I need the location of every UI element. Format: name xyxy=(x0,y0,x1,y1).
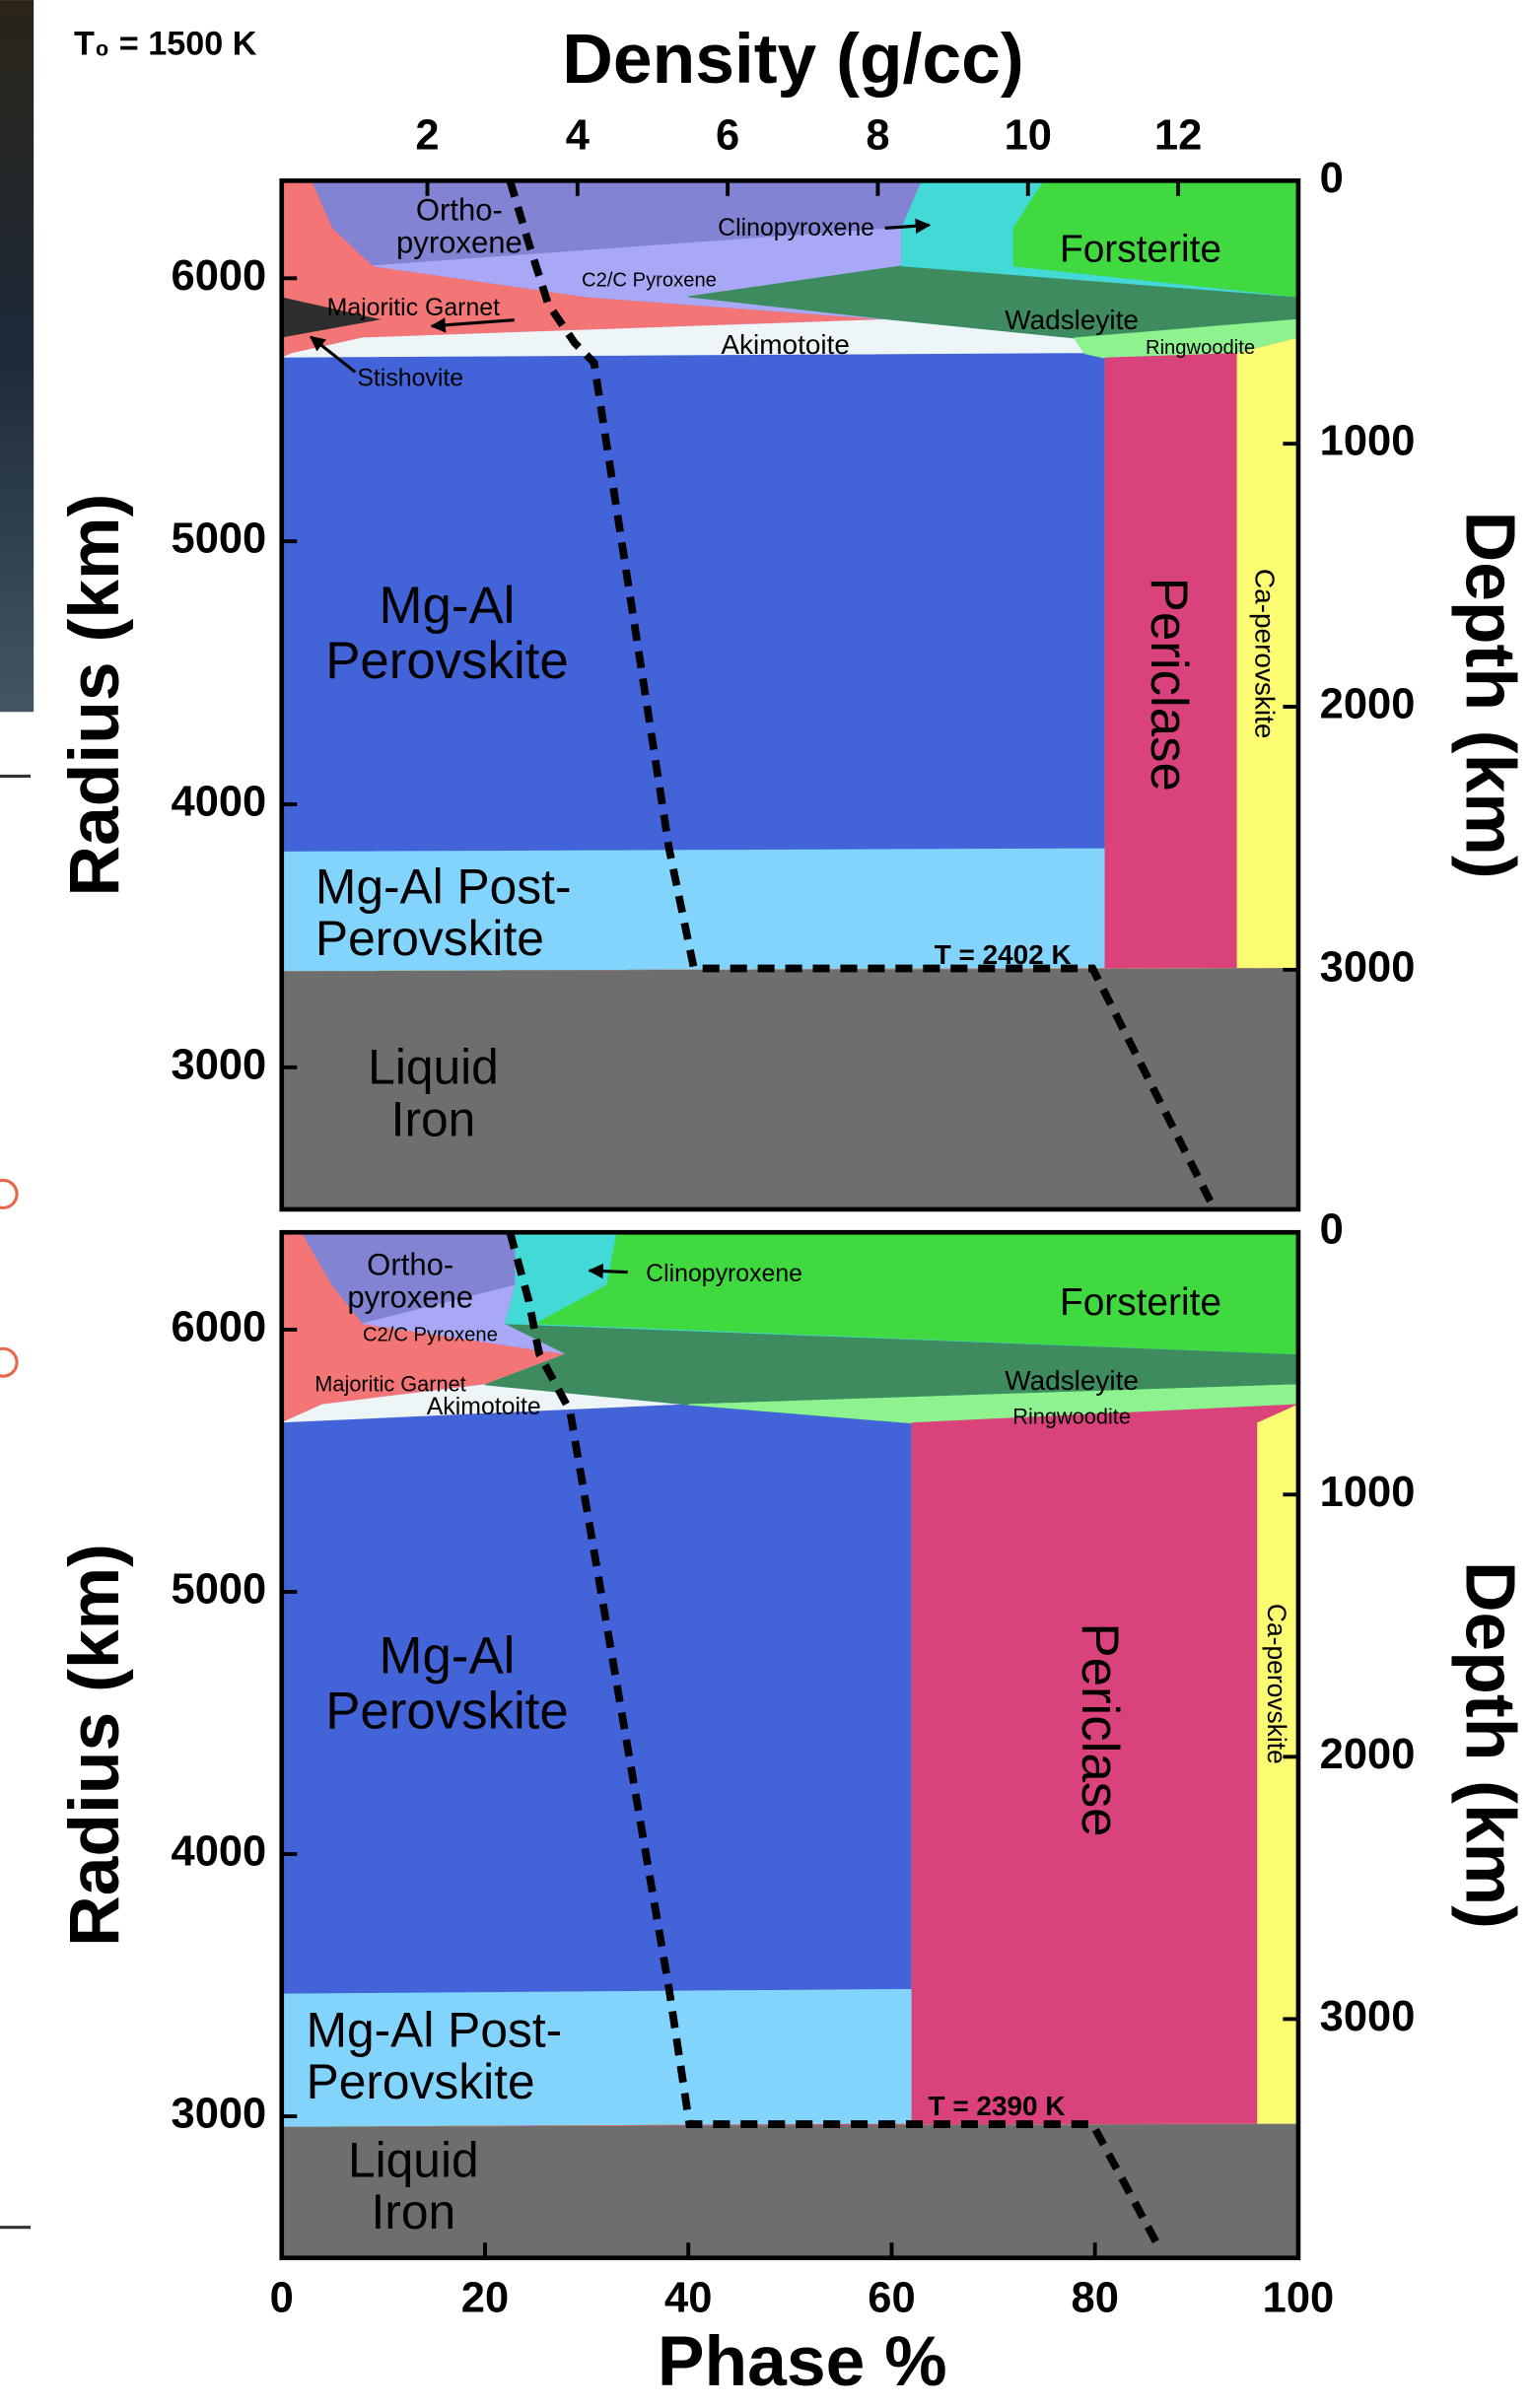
y2-axis-title: Depth (km) xyxy=(1451,512,1530,879)
phase-label: Ca-perovskite xyxy=(1152,1362,1397,2005)
page: 3000400050006000010002000300024681012Sti… xyxy=(0,0,1531,2408)
x-axis-title: Phase % xyxy=(658,2322,947,2401)
figure: 3000400050006000010002000300024681012Sti… xyxy=(0,0,1531,2408)
x-tick-label: 60 xyxy=(868,2275,915,2322)
y-axis-title: Radius (km) xyxy=(55,1544,134,1947)
phase-label: Liquid Iron xyxy=(92,2065,734,2309)
phase-label: Ca-perovskite xyxy=(1143,332,1387,975)
phase-label: Mg-Al Perovskite xyxy=(125,1563,768,1808)
edge-circle xyxy=(0,1180,17,1207)
corner-label: T₀ = 1500 K xyxy=(74,26,257,63)
phase-label-box: Ca-perovskite xyxy=(1143,332,1387,975)
x-tick-label: 100 xyxy=(1263,2275,1335,2322)
background-image-edge xyxy=(0,0,34,712)
edge-circle xyxy=(0,1348,17,1376)
y-tick-label: 4000 xyxy=(172,778,267,825)
phase-label-box: Mg-Al Perovskite xyxy=(125,1563,768,1808)
x2-axis-title: Density (g/cc) xyxy=(562,20,1023,99)
temperature-label: T = 2402 K xyxy=(935,939,1072,970)
y-axis-title: Radius (km) xyxy=(55,494,134,897)
y2-axis-title: Depth (km) xyxy=(1451,1561,1530,1929)
phase-label-box: Ca-perovskite xyxy=(1152,1362,1397,2005)
pointer-arrow xyxy=(590,1271,628,1273)
phase-label-box: Liquid Iron xyxy=(92,2065,734,2309)
temperature-label: T = 2390 K xyxy=(929,2091,1066,2121)
phase-label: Mg-Al Perovskite xyxy=(125,513,768,757)
phase-label-box: Mg-Al Perovskite xyxy=(125,513,768,757)
y-tick-label: 4000 xyxy=(172,1828,267,1876)
x-tick-label: 80 xyxy=(1072,2275,1119,2322)
